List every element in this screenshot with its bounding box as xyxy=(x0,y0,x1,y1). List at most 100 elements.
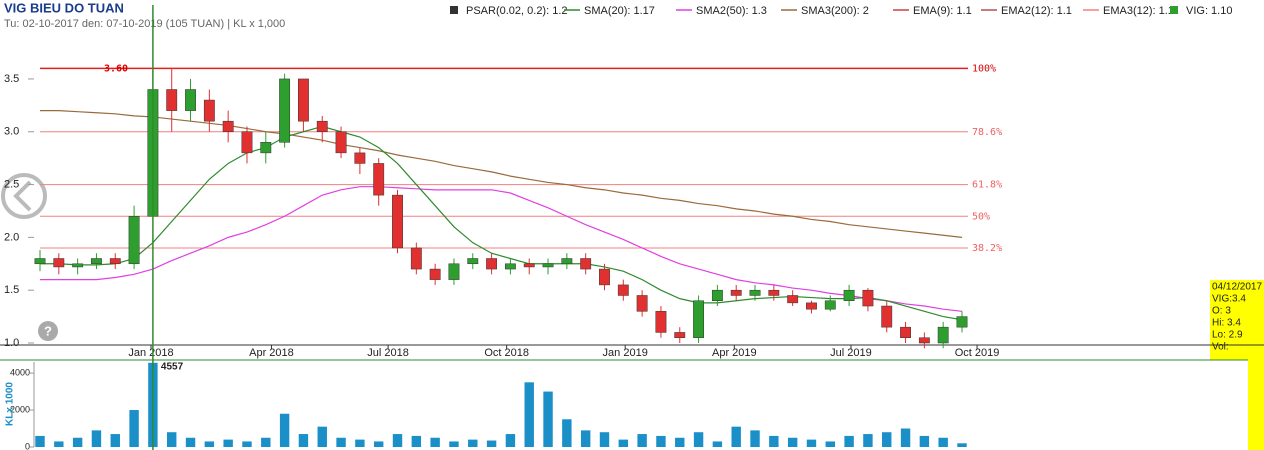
volume-bar xyxy=(35,435,45,447)
volume-tick-label: 4000 xyxy=(10,367,30,377)
y-tick-label: 3.5 xyxy=(4,73,19,85)
volume-bar xyxy=(675,437,685,447)
volume-bar xyxy=(185,437,196,447)
moving-average-line xyxy=(40,186,963,312)
candle-body xyxy=(655,311,667,333)
legend-label: SMA3(200): 2 xyxy=(801,5,869,17)
volume-bar xyxy=(129,410,139,447)
volume-tick-label: 0 xyxy=(25,441,30,450)
volume-tick-label: 2000 xyxy=(10,404,30,414)
volume-bar xyxy=(919,435,930,447)
volume-bar xyxy=(167,432,177,447)
volume-bar xyxy=(223,439,233,447)
candle-body xyxy=(881,305,893,328)
candle-body xyxy=(674,332,686,338)
info-box xyxy=(1210,280,1264,360)
help-button[interactable]: ? xyxy=(38,321,58,341)
candle-body xyxy=(504,263,516,270)
volume-peak-label: 4557 xyxy=(161,362,184,373)
x-tick-label: Jul 2019 xyxy=(830,347,872,359)
volume-bar xyxy=(72,437,83,447)
volume-bar xyxy=(373,441,384,447)
candle-body xyxy=(918,337,930,344)
legend-label: EMA(9): 1.1 xyxy=(913,5,972,17)
volume-bar xyxy=(355,439,365,447)
legend-label: SMA(20): 1.17 xyxy=(584,5,655,17)
y-tick-label: 2.5 xyxy=(4,178,19,190)
info-date: 04/12/2017 xyxy=(1212,282,1262,293)
info-line: Lo: 2.9 xyxy=(1212,330,1243,341)
y-tick-label: 2.0 xyxy=(4,231,19,243)
candle-body xyxy=(373,163,385,196)
volume-bar xyxy=(580,430,591,447)
volume-bar xyxy=(863,434,873,447)
volume-axis-label: KLx 1000 xyxy=(5,382,16,426)
volume-bar xyxy=(806,439,817,447)
candle-body xyxy=(279,78,291,143)
candle-body xyxy=(298,78,309,122)
svg-text:?: ? xyxy=(44,323,52,338)
candle-body xyxy=(599,268,610,286)
nav-back[interactable] xyxy=(1,173,47,219)
volume-bar xyxy=(468,439,478,447)
x-tick-label: Apr 2019 xyxy=(712,347,757,359)
legend-label: EMA2(12): 1.1 xyxy=(1001,5,1072,17)
candle-body xyxy=(486,258,498,270)
info-line: Hi: 3.4 xyxy=(1212,318,1241,329)
volume-bar xyxy=(505,434,516,447)
candle-body xyxy=(316,120,328,132)
candle-body xyxy=(392,194,403,249)
volume-bar xyxy=(524,382,534,447)
volume-bar xyxy=(656,435,666,447)
candle-body xyxy=(91,258,102,265)
moving-average-line xyxy=(40,125,963,321)
candle-body xyxy=(241,131,253,154)
candle-body xyxy=(843,289,855,301)
volume-bar xyxy=(900,428,911,447)
volume-bar xyxy=(317,426,327,447)
volume-bar xyxy=(392,434,403,447)
info-line: Vol: xyxy=(1212,342,1229,353)
candle-body xyxy=(787,295,799,304)
volume-bar xyxy=(844,435,854,447)
candle-body xyxy=(335,131,347,154)
volume-bar xyxy=(731,426,741,447)
volume-bar xyxy=(750,430,760,447)
volume-bar xyxy=(637,434,647,447)
info-line: VIG:3.4 xyxy=(1212,294,1246,305)
y-tick-label: 3.0 xyxy=(4,126,19,138)
legend-label: SMA2(50): 1.3 xyxy=(696,5,767,17)
volume-bar xyxy=(430,437,440,447)
fib-label: 100% xyxy=(972,63,996,74)
volume-bar xyxy=(562,419,572,447)
volume-bar xyxy=(957,443,967,447)
candle-body xyxy=(128,216,140,265)
candle-body xyxy=(617,284,629,296)
volume-bar xyxy=(411,435,422,447)
candle-body xyxy=(900,326,911,338)
volume-bar xyxy=(449,441,459,447)
candle-body xyxy=(429,268,441,280)
volume-bar xyxy=(242,441,252,447)
candle-body xyxy=(937,326,949,344)
volume-bar xyxy=(486,440,497,447)
candle-body xyxy=(636,295,648,312)
volume-bar xyxy=(336,437,346,447)
fib-price-label: 3.60 xyxy=(104,63,128,74)
volume-bar xyxy=(787,437,798,447)
chart-title: VIG BIEU DO TUAN xyxy=(4,0,124,15)
volume-bar xyxy=(599,432,610,447)
candle-body xyxy=(824,300,836,310)
volume-bar xyxy=(54,441,64,447)
fib-label: 78.6% xyxy=(972,127,1002,138)
x-tick-label: Jan 2019 xyxy=(603,347,648,359)
candle-body xyxy=(354,152,366,164)
candle-body xyxy=(693,300,704,338)
candle-body xyxy=(711,289,723,301)
candle-body xyxy=(580,258,592,270)
volume-bar xyxy=(261,437,271,447)
volume-bar xyxy=(693,432,704,447)
candle-body xyxy=(806,302,817,310)
legend-label: EMA3(12): 1.1 xyxy=(1103,5,1174,17)
